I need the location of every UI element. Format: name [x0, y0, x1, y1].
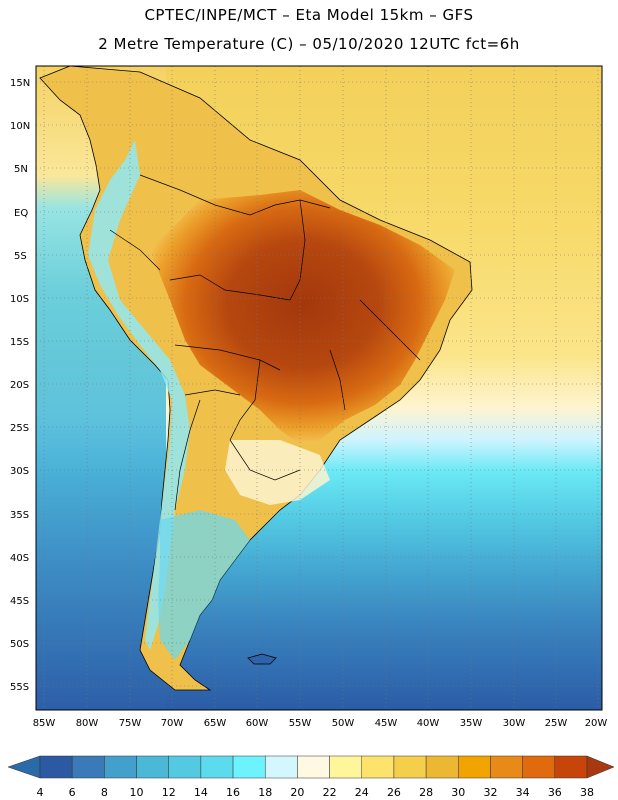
lat-label: 35S: [10, 510, 29, 521]
colorbar-tick-label: 20: [290, 786, 304, 799]
lon-label: 75W: [119, 718, 142, 729]
lon-label: 30W: [503, 718, 526, 729]
colorbar-swatch: [232, 755, 266, 779]
colorbar-swatch: [458, 755, 491, 779]
colorbar-tick-label: 28: [419, 786, 433, 799]
colorbar-tick-label: 12: [162, 786, 176, 799]
colorbar-tick-label: 32: [483, 786, 497, 799]
colorbar-swatch: [297, 755, 330, 779]
lat-label: 25S: [10, 423, 29, 434]
colorbar-tick-label: 18: [258, 786, 272, 799]
lon-label: 55W: [289, 718, 312, 729]
lat-label: 10N: [10, 121, 30, 132]
lon-label: 50W: [332, 718, 355, 729]
map-frame: [35, 65, 603, 711]
falkland-islands: [247, 653, 277, 665]
colorbar-tick-label: 14: [194, 786, 208, 799]
colorbar-swatch: [490, 755, 523, 779]
colorbar-tick-label: 6: [69, 786, 76, 799]
colorbar-over-arrow: [586, 755, 615, 779]
lon-label: 60W: [246, 718, 269, 729]
lon-label: 70W: [161, 718, 184, 729]
colorbar-tick-label: 30: [451, 786, 465, 799]
colorbar-tick-label: 8: [101, 786, 108, 799]
colorbar-swatch: [200, 755, 234, 779]
lon-label: 65W: [204, 718, 227, 729]
colorbar-swatch: [136, 755, 169, 779]
lon-label: 20W: [585, 718, 608, 729]
lat-label: 30S: [10, 466, 29, 477]
south-brazil-light: [225, 440, 330, 505]
lat-label: 5S: [14, 251, 27, 262]
colorbar-tick-label: 34: [516, 786, 530, 799]
colorbar-under-arrow: [7, 755, 41, 779]
colorbar: 4 6 8 10 12 14 16 18 20 22 24 26 28 30 32 34 36 38: [7, 755, 615, 799]
lon-label: 25W: [545, 718, 568, 729]
lat-label: 55S: [10, 682, 29, 693]
colorbar-swatch: [425, 755, 459, 779]
colorbar-tick-label: 4: [37, 786, 44, 799]
colorbar-swatch: [264, 755, 298, 779]
lat-label: 15N: [10, 78, 30, 89]
patagonia-cool: [158, 510, 250, 660]
colorbar-swatch: [554, 755, 588, 779]
lon-label: 45W: [375, 718, 398, 729]
lat-label: 40S: [10, 553, 29, 564]
title-line-2: 2 Metre Temperature (C) – 05/10/2020 12U…: [98, 35, 520, 53]
lat-label: 5N: [14, 164, 28, 175]
lat-label: 45S: [10, 596, 29, 607]
colorbar-swatch: [168, 755, 202, 779]
colorbar-tick-label: 16: [226, 786, 240, 799]
lat-label: 10S: [10, 294, 29, 305]
colorbar-tick-label: 36: [548, 786, 562, 799]
grid-lines: [36, 66, 602, 710]
hot-interior: [150, 190, 455, 445]
colorbar-tick-label: 26: [387, 786, 401, 799]
colorbar-swatch: [361, 755, 395, 779]
colorbar-tick-label: 38: [580, 786, 594, 799]
lon-label: 85W: [33, 718, 56, 729]
colorbar-tick-label: 24: [355, 786, 369, 799]
latitude-labels: 15N 10N 5N EQ 5S 10S 15S 20S 25S 30S 35S…: [10, 78, 30, 693]
lat-label: EQ: [14, 208, 28, 219]
colorbar-swatch: [39, 755, 73, 779]
colorbar-swatch: [71, 755, 105, 779]
lon-label: 80W: [76, 718, 99, 729]
title-line-1: CPTEC/INPE/MCT – Eta Model 15km – GFS: [144, 6, 474, 24]
colorbar-swatch: [104, 755, 137, 779]
colorbar-tick-label: 10: [130, 786, 144, 799]
colorbar-tick-label: 22: [323, 786, 337, 799]
country-borders: [109, 174, 421, 511]
lat-label: 20S: [10, 380, 29, 391]
lon-label: 35W: [460, 718, 483, 729]
lat-label: 50S: [10, 639, 29, 650]
lon-label: 40W: [417, 718, 440, 729]
colorbar-swatch: [329, 755, 363, 779]
colorbar-swatch: [522, 755, 556, 779]
map-area: [36, 66, 602, 710]
longitude-labels: 85W 80W 75W 70W 65W 60W 55W 50W 45W 40W …: [33, 718, 608, 729]
colorbar-swatch: [393, 755, 427, 779]
lat-label: 15S: [10, 337, 29, 348]
